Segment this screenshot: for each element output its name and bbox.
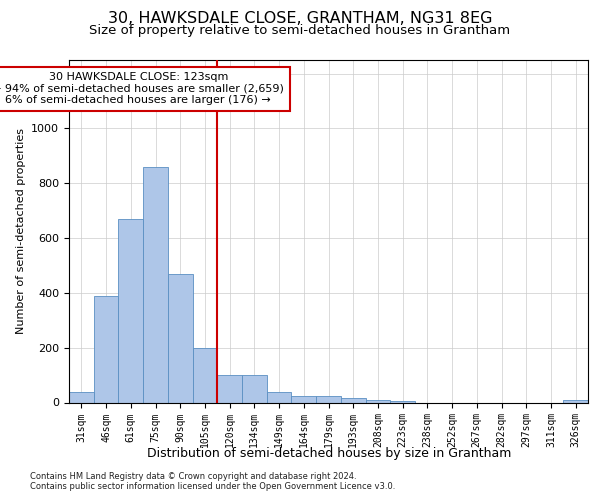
Bar <box>563 400 588 402</box>
Bar <box>390 401 415 402</box>
Bar <box>143 167 168 402</box>
Text: Contains public sector information licensed under the Open Government Licence v3: Contains public sector information licen… <box>30 482 395 491</box>
Bar <box>267 392 292 402</box>
Bar <box>193 348 217 403</box>
Bar <box>292 396 316 402</box>
Text: Contains HM Land Registry data © Crown copyright and database right 2024.: Contains HM Land Registry data © Crown c… <box>30 472 356 481</box>
Text: 30, HAWKSDALE CLOSE, GRANTHAM, NG31 8EG: 30, HAWKSDALE CLOSE, GRANTHAM, NG31 8EG <box>108 11 492 26</box>
Bar <box>217 375 242 402</box>
Bar <box>69 392 94 402</box>
Bar <box>316 396 341 402</box>
Bar <box>118 219 143 402</box>
Bar <box>341 398 365 402</box>
Bar <box>365 400 390 402</box>
Bar <box>94 296 118 403</box>
Text: Distribution of semi-detached houses by size in Grantham: Distribution of semi-detached houses by … <box>146 448 511 460</box>
Bar <box>242 375 267 402</box>
Text: Size of property relative to semi-detached houses in Grantham: Size of property relative to semi-detach… <box>89 24 511 37</box>
Text: 30 HAWKSDALE CLOSE: 123sqm
← 94% of semi-detached houses are smaller (2,659)
6% : 30 HAWKSDALE CLOSE: 123sqm ← 94% of semi… <box>0 72 284 106</box>
Y-axis label: Number of semi-detached properties: Number of semi-detached properties <box>16 128 26 334</box>
Bar <box>168 274 193 402</box>
